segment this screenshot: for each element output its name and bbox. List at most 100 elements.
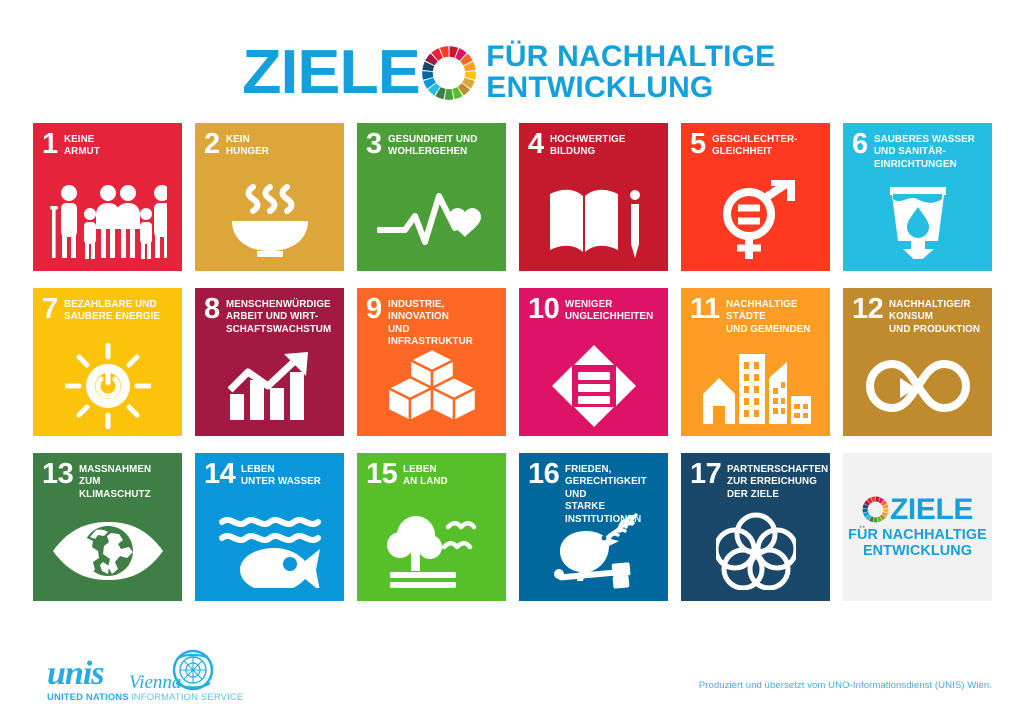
goal-number-4: 4	[528, 128, 544, 160]
goal-title-6: SAUBERES WASSER UND SANITÄR- EINRICHTUNG…	[873, 134, 975, 170]
book-pencil-icon	[519, 179, 668, 263]
sdg-wheel-icon-small	[862, 496, 889, 523]
goal-number-5: 5	[690, 128, 706, 160]
eye-globe-icon	[33, 509, 182, 593]
goal-header-15: 15 LEBEN AN LAND	[366, 460, 500, 489]
poster-header: ZIELE FÜR NACHHALTIGE ENTWICKLUNG	[0, 34, 1024, 112]
svg-text:UNITED NATIONS: UNITED NATIONS	[47, 691, 129, 702]
logo-subtitle-line2: ENTWICKLUNG	[862, 543, 972, 559]
svg-text:INFORMATION SERVICE: INFORMATION SERVICE	[131, 691, 243, 702]
gender-equality-icon	[681, 179, 830, 263]
cityscape-icon	[681, 344, 830, 428]
goal-tile-13[interactable]: 13 MASSNAHMEN ZUM KLIMASCHUTZ	[33, 453, 182, 601]
goal-header-17: 17 PARTNERSCHAFTEN ZUR ERREICHUNG DER ZI…	[690, 458, 828, 501]
goal-tile-17[interactable]: 17 PARTNERSCHAFTEN ZUR ERREICHUNG DER ZI…	[681, 453, 830, 601]
goal-number-7: 7	[42, 293, 58, 325]
goal-header-3: 3 GESUNDHEIT UND WOHLERGEHEN	[366, 128, 500, 160]
goal-number-11: 11	[690, 293, 720, 325]
cubes-icon	[357, 344, 506, 428]
goal-header-10: 10 WENIGER UNGLEICHHEITEN	[528, 293, 662, 325]
goal-title-11: NACHHALTIGE STÄDTE UND GEMEINDEN	[725, 299, 811, 335]
goal-tile-5[interactable]: 5 GESCHLECHTER- GLEICHHEIT	[681, 123, 830, 271]
goal-number-9: 9	[366, 293, 382, 325]
equal-arrows-icon	[519, 344, 668, 428]
growth-chart-icon	[195, 344, 344, 428]
goal-title-2: KEIN HUNGER	[225, 134, 269, 158]
goal-title-12: NACHHALTIGE/R KONSUM UND PRODUKTION	[889, 299, 981, 335]
steaming-bowl-icon	[195, 179, 344, 263]
goal-tile-2[interactable]: 2 KEIN HUNGER	[195, 123, 344, 271]
goal-title-8: MENSCHENWÜRDIGE ARBEIT UND WIRT- SCHAFTS…	[225, 299, 331, 335]
goal-tile-3[interactable]: 3 GESUNDHEIT UND WOHLERGEHEN	[357, 123, 506, 271]
sun-power-icon	[33, 343, 182, 429]
goal-header-7: 7 BEZAHLBARE UND SAUBERE ENERGIE	[42, 293, 176, 325]
goal-header-12: 12 NACHHALTIGE/R KONSUM UND PRODUKTION	[852, 293, 986, 336]
credit-text: Produziert und übersetzt vom UNO-Informa…	[698, 680, 992, 691]
goal-title-1: KEINE ARMUT	[63, 134, 100, 158]
goal-tile-7[interactable]: 7 BEZAHLBARE UND SAUBERE ENERGIE	[33, 288, 182, 436]
goals-grid: 1 KEINE ARMUT	[33, 123, 992, 601]
goal-tile-16[interactable]: 16 FRIEDEN, GERECHTIGKEIT UND STARKE INS…	[519, 453, 668, 601]
goal-number-6: 6	[852, 128, 868, 160]
goal-title-10: WENIGER UNGLEICHHEITEN	[565, 299, 654, 323]
header-ziele-word: ZIELE	[241, 38, 421, 107]
goal-header-16: 16 FRIEDEN, GERECHTIGKEIT UND STARKE INS…	[528, 458, 662, 526]
goal-header-9: 9 INDUSTRIE, INNOVATION UND INFRASTRUKTU…	[366, 293, 500, 349]
goal-tile-9[interactable]: 9 INDUSTRIE, INNOVATION UND INFRASTRUKTU…	[357, 288, 506, 436]
goal-title-9: INDUSTRIE, INNOVATION UND INFRASTRUKTUR	[387, 299, 473, 348]
goal-number-14: 14	[204, 458, 236, 490]
goal-title-14: LEBEN UNTER WASSER	[241, 464, 322, 488]
goal-title-17: PARTNERSCHAFTEN ZUR ERREICHUNG DER ZIELE	[727, 464, 829, 500]
tree-birds-icon	[357, 509, 506, 593]
goal-number-13: 13	[42, 458, 74, 490]
circles-partnership-icon	[681, 509, 830, 593]
goal-number-8: 8	[204, 293, 220, 325]
goal-title-3: GESUNDHEIT UND WOHLERGEHEN	[387, 134, 478, 158]
goal-title-5: GESCHLECHTER- GLEICHHEIT	[711, 134, 798, 158]
header-subtitle: FÜR NACHHALTIGE ENTWICKLUNG	[486, 41, 775, 104]
goal-number-1: 1	[42, 128, 58, 160]
goal-header-8: 8 MENSCHENWÜRDIGE ARBEIT UND WIRT- SCHAF…	[204, 293, 338, 336]
goal-number-3: 3	[366, 128, 382, 160]
goal-tile-1[interactable]: 1 KEINE ARMUT	[33, 123, 182, 271]
fish-waves-icon	[195, 509, 344, 593]
goal-header-13: 13 MASSNAHMEN ZUM KLIMASCHUTZ	[42, 458, 176, 501]
sdg-logo-tile: ZIELE FÜR NACHHALTIGE ENTWICKLUNG	[843, 453, 992, 601]
goal-title-4: HOCHWERTIGE BILDUNG	[549, 134, 626, 158]
logo-row: ZIELE	[862, 492, 973, 526]
goal-tile-12[interactable]: 12 NACHHALTIGE/R KONSUM UND PRODUKTION	[843, 288, 992, 436]
dove-gavel-icon	[519, 509, 668, 593]
logo-ziele-word: ZIELE	[889, 492, 973, 526]
goal-tile-14[interactable]: 14 LEBEN UNTER WASSER	[195, 453, 344, 601]
header-subtitle-line2: ENTWICKLUNG	[486, 71, 714, 104]
logo-subtitle-line1: FÜR NACHHALTIGE	[848, 526, 987, 543]
unis-vienna-logo: unis Vienna UNITED NATIONS INFORMATION S…	[47, 649, 243, 702]
goal-tile-6[interactable]: 6 SAUBERES WASSER UND SANITÄR- EINRICHTU…	[843, 123, 992, 271]
goal-header-1: 1 KEINE ARMUT	[42, 128, 176, 160]
goal-number-2: 2	[204, 128, 220, 160]
goal-number-12: 12	[852, 293, 884, 325]
goal-header-5: 5 GESCHLECHTER- GLEICHHEIT	[690, 128, 824, 160]
goal-tile-10[interactable]: 10 WENIGER UNGLEICHHEITEN	[519, 288, 668, 436]
goal-title-13: MASSNAHMEN ZUM KLIMASCHUTZ	[79, 464, 152, 500]
sdg-wheel-icon	[422, 46, 477, 100]
heartbeat-icon	[357, 179, 506, 263]
goal-number-10: 10	[528, 293, 560, 325]
goal-number-16: 16	[528, 458, 560, 490]
goal-title-15: LEBEN AN LAND	[403, 464, 448, 488]
goal-tile-4[interactable]: 4 HOCHWERTIGE BILDUNG	[519, 123, 668, 271]
goal-number-17: 17	[690, 458, 722, 490]
goal-header-6: 6 SAUBERES WASSER UND SANITÄR- EINRICHTU…	[852, 128, 986, 171]
goal-header-2: 2 KEIN HUNGER	[204, 128, 338, 160]
goal-title-16: FRIEDEN, GERECHTIGKEIT UND STARKE INSTIT…	[565, 464, 647, 525]
svg-text:unis: unis	[47, 655, 104, 692]
goal-header-4: 4 HOCHWERTIGE BILDUNG	[528, 128, 662, 160]
goal-title-7: BEZAHLBARE UND SAUBERE ENERGIE	[63, 299, 160, 323]
water-glass-icon	[843, 179, 992, 263]
goal-tile-8[interactable]: 8 MENSCHENWÜRDIGE ARBEIT UND WIRT- SCHAF…	[195, 288, 344, 436]
goal-tile-15[interactable]: 15 LEBEN AN LAND	[357, 453, 506, 601]
goal-tile-11[interactable]: 11 NACHHALTIGE STÄDTE UND GEMEINDEN	[681, 288, 830, 436]
goal-header-14: 14 LEBEN UNTER WASSER	[204, 458, 338, 490]
goal-header-11: 11 NACHHALTIGE STÄDTE UND GEMEINDEN	[690, 293, 824, 336]
